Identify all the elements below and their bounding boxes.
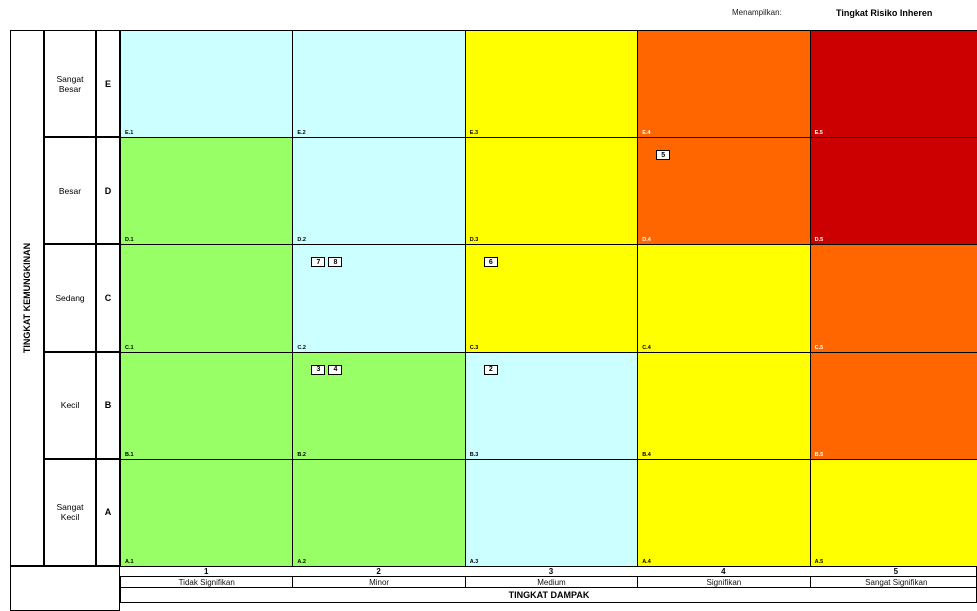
cell-code: E.3 bbox=[469, 130, 479, 137]
cell-code: A.2 bbox=[297, 558, 306, 565]
column-number-2: 2 bbox=[376, 566, 381, 576]
column-number-5: 5 bbox=[893, 566, 899, 576]
risk-marker-8[interactable]: 8 bbox=[328, 257, 343, 268]
cell-code: D.4 bbox=[642, 237, 651, 244]
cell-code: A.5 bbox=[814, 558, 824, 565]
matrix-cell-a-4[interactable]: A.4 bbox=[637, 458, 811, 567]
display-label: Menampilkan: bbox=[732, 8, 782, 17]
cell-code: A.4 bbox=[642, 558, 651, 565]
bottom-left-blank bbox=[10, 566, 120, 611]
cell-code: B.5 bbox=[814, 451, 824, 458]
cell-code: A.1 bbox=[125, 558, 134, 565]
matrix-cell-b-4[interactable]: B.4 bbox=[637, 351, 811, 460]
row-label-a: Sangat Kecil bbox=[44, 458, 96, 566]
column-number-1: 1 bbox=[203, 566, 209, 576]
column-label-4: Signifikan bbox=[637, 576, 810, 587]
matrix-cell-a-3[interactable]: A.3 bbox=[464, 458, 639, 567]
risk-marker-2[interactable]: 2 bbox=[483, 364, 498, 375]
row-label-e: Sangat Besar bbox=[44, 30, 96, 138]
cell-code: C.3 bbox=[469, 344, 479, 351]
matrix-cell-d-3[interactable]: D.3 bbox=[464, 137, 639, 246]
matrix-cell-a-5[interactable]: A.5 bbox=[809, 458, 977, 567]
cell-code: E.1 bbox=[125, 130, 134, 137]
cell-code: D.3 bbox=[469, 237, 479, 244]
cell-code: B.4 bbox=[642, 451, 651, 458]
matrix-cell-b-5[interactable]: B.5 bbox=[809, 351, 977, 460]
cell-code: E.5 bbox=[814, 130, 823, 137]
risk-marker-5[interactable]: 5 bbox=[656, 150, 671, 161]
display-value: Tingkat Risiko Inheren bbox=[836, 8, 933, 18]
matrix-cell-e-5[interactable]: E.5 bbox=[809, 30, 977, 139]
cell-code: C.2 bbox=[297, 344, 306, 351]
matrix-cell-c-4[interactable]: C.4 bbox=[637, 244, 811, 353]
matrix-cell-e-3[interactable]: E.3 bbox=[464, 30, 639, 139]
matrix-cell-d-2[interactable]: D.2 bbox=[292, 137, 466, 246]
cell-code: C.4 bbox=[642, 344, 651, 351]
y-axis-frame bbox=[10, 30, 44, 566]
cell-code: E.4 bbox=[642, 130, 651, 137]
cell-code: C.1 bbox=[125, 344, 134, 351]
row-letter-a: A bbox=[96, 458, 120, 566]
risk-marker-4[interactable]: 4 bbox=[328, 364, 343, 375]
column-label-2: Minor bbox=[292, 576, 465, 587]
display-header: Menampilkan: Tingkat Risiko Inheren bbox=[0, 8, 977, 22]
row-label-d: Besar bbox=[44, 137, 96, 245]
matrix-cell-c-1[interactable]: C.1 bbox=[120, 244, 294, 353]
cell-code: A.3 bbox=[469, 558, 479, 565]
matrix-cell-d-5[interactable]: D.5 bbox=[809, 137, 977, 246]
cell-code: D.5 bbox=[814, 237, 824, 244]
matrix-cell-b-1[interactable]: B.1 bbox=[120, 351, 294, 460]
cell-code: E.2 bbox=[297, 130, 306, 137]
row-letter-c: C bbox=[96, 244, 120, 352]
row-label-c: Sedang bbox=[44, 244, 96, 352]
cell-code: D.2 bbox=[297, 237, 306, 244]
column-label-5: Sangat Signifikan bbox=[809, 576, 977, 587]
matrix-cell-e-1[interactable]: E.1 bbox=[120, 30, 294, 139]
column-label-1: Tidak Signifikan bbox=[120, 576, 293, 587]
column-label-3: Medium bbox=[464, 576, 638, 587]
column-number-3: 3 bbox=[548, 566, 554, 576]
cell-code: B.3 bbox=[469, 451, 479, 458]
y-axis-title: TINGKAT KEMUNGKINAN bbox=[10, 30, 44, 566]
risk-marker-7[interactable]: 7 bbox=[311, 257, 326, 268]
column-number-4: 4 bbox=[721, 566, 726, 576]
cell-code: B.1 bbox=[125, 451, 134, 458]
matrix-cell-e-2[interactable]: E.2 bbox=[292, 30, 466, 139]
cell-code: C.5 bbox=[814, 344, 824, 351]
risk-marker-6[interactable]: 6 bbox=[483, 257, 498, 268]
row-letter-b: B bbox=[96, 351, 120, 459]
cell-code: D.1 bbox=[125, 237, 134, 244]
matrix-cell-a-1[interactable]: A.1 bbox=[120, 458, 294, 567]
matrix-cell-a-2[interactable]: A.2 bbox=[292, 458, 466, 567]
row-label-b: Kecil bbox=[44, 351, 96, 459]
row-letter-e: E bbox=[96, 30, 120, 138]
risk-marker-3[interactable]: 3 bbox=[311, 364, 326, 375]
cell-code: B.2 bbox=[297, 451, 306, 458]
row-letter-d: D bbox=[96, 137, 120, 245]
matrix-cell-c-5[interactable]: C.5 bbox=[809, 244, 977, 353]
y-axis-title-text: TINGKAT KEMUNGKINAN bbox=[22, 242, 33, 354]
matrix-cell-e-4[interactable]: E.4 bbox=[637, 30, 811, 139]
x-axis-title: TINGKAT DAMPAK bbox=[120, 587, 977, 603]
matrix-cell-d-1[interactable]: D.1 bbox=[120, 137, 294, 246]
